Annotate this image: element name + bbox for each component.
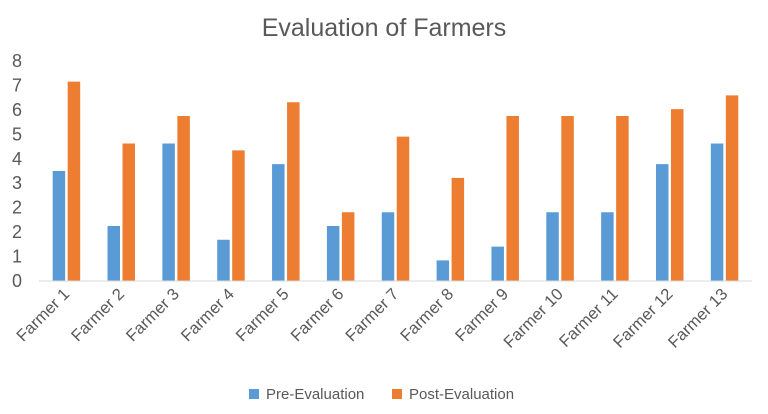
bar-pre-12: [655, 164, 669, 282]
x-category-label: Farmer 5: [233, 285, 293, 345]
bar-post-4: [232, 150, 245, 282]
bar-pre-8: [436, 260, 450, 282]
bar-post-12: [670, 109, 684, 282]
x-category-label: Farmer 2: [68, 285, 128, 345]
bar-pre-11: [601, 212, 614, 281]
y-tick-label: 2: [12, 222, 22, 242]
y-tick-label: 5: [12, 124, 22, 144]
bar-post-9: [506, 116, 519, 281]
bar-pre-7: [381, 212, 395, 281]
x-category-label: Farmer 7: [342, 285, 402, 345]
x-category-label: Farmer 3: [123, 285, 183, 345]
x-category-label: Farmer 8: [397, 285, 457, 345]
bar-post-1: [67, 81, 81, 282]
legend-label-pre: Pre-Evaluation: [266, 386, 364, 403]
bar-post-11: [616, 116, 629, 281]
y-tick-label: 0: [12, 271, 22, 291]
bar-post-5: [287, 102, 300, 281]
x-category-label: Farmer 10: [500, 285, 567, 352]
y-tick-label: 4: [12, 149, 22, 169]
legend-label-post: Post-Evaluation: [409, 386, 514, 403]
bar-post-13: [725, 95, 739, 282]
bar-post-8: [451, 177, 465, 282]
bar-post-2: [122, 143, 136, 281]
x-category-label: Farmer 4: [178, 285, 238, 345]
bar-pre-13: [710, 143, 724, 281]
bar-pre-10: [546, 212, 559, 281]
y-tick-label: 2: [12, 198, 22, 218]
x-category-label: Farmer 1: [13, 285, 73, 345]
x-category-label: Farmer 13: [665, 285, 732, 352]
y-tick-label: 1: [12, 247, 22, 267]
bar-pre-3: [162, 143, 175, 281]
y-tick-label: 6: [12, 100, 22, 120]
legend-swatch-pre: [249, 389, 259, 399]
bar-pre-1: [52, 171, 66, 281]
legend: Pre-Evaluation Post-Evaluation: [249, 386, 514, 403]
x-category-label: Farmer 6: [287, 285, 347, 345]
legend-swatch-post: [392, 389, 402, 399]
y-axis: 0 1 2 2 3 4 5 6 7 8: [12, 51, 22, 291]
bar-post-10: [561, 116, 574, 281]
bar-pre-9: [491, 246, 504, 282]
y-tick-label: 3: [12, 173, 22, 193]
bar-pre-5: [272, 164, 285, 282]
bar-pre-2: [107, 226, 121, 281]
bar-post-3: [177, 116, 190, 281]
bar-post-6: [341, 212, 355, 281]
y-tick-label: 8: [12, 51, 22, 71]
bar-post-7: [396, 136, 410, 282]
bar-pre-4: [217, 239, 230, 281]
bars: [52, 81, 739, 282]
y-tick-label: 7: [12, 75, 22, 95]
bar-pre-6: [326, 226, 340, 281]
chart-title: Evaluation of Farmers: [262, 14, 507, 42]
